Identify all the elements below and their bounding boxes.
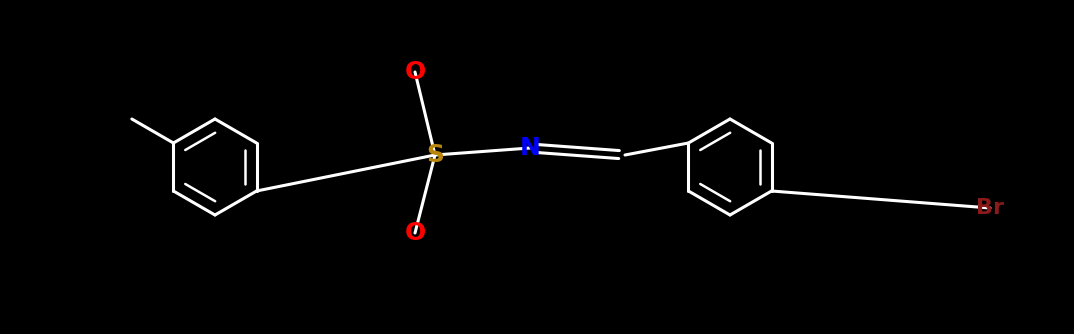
- Text: Br: Br: [976, 198, 1004, 218]
- Text: S: S: [426, 143, 444, 167]
- Text: O: O: [405, 60, 425, 84]
- Text: N: N: [520, 136, 540, 160]
- Text: O: O: [405, 221, 425, 245]
